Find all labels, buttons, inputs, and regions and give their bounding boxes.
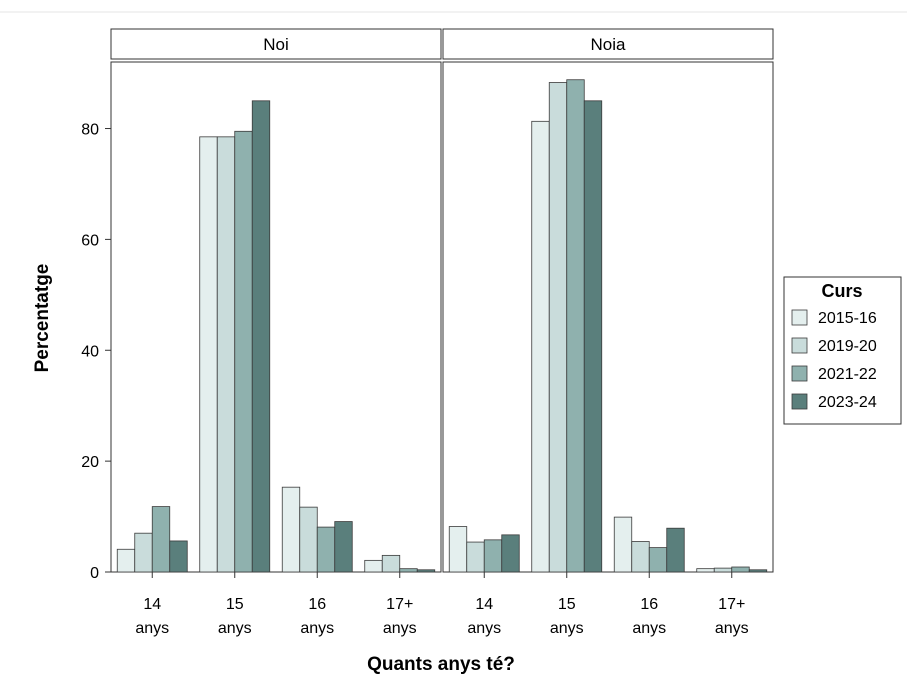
bar	[316, 526, 336, 573]
bar	[134, 532, 153, 573]
bar	[531, 120, 550, 573]
y-tick-label: 60	[81, 232, 99, 249]
legend: Curs 2015-16 2019-20 2021-22 2023-24	[783, 276, 902, 425]
x-tick-label-unit: anys	[715, 620, 749, 637]
x-tick-label-unit: anys	[218, 620, 252, 637]
panel-strip	[110, 28, 442, 60]
y-tick-label: 80	[81, 122, 99, 139]
y-axis-title: Percentatge	[32, 264, 53, 373]
y-axis: 0 20 40 60 80	[81, 122, 111, 582]
bar	[613, 516, 633, 573]
x-tick-label: 17+	[718, 596, 745, 613]
bar	[169, 540, 188, 573]
legend-items: 2015-16 2019-20 2021-22 2023-24	[791, 309, 877, 411]
panel-noia: Noia 14 anys 15 anys 16 anys 17+ anys	[442, 28, 774, 637]
bar	[483, 539, 503, 573]
panel-strip	[442, 28, 774, 60]
bar	[466, 541, 485, 573]
bar	[548, 82, 568, 573]
bar	[501, 534, 520, 573]
panel-title: Noi	[263, 35, 289, 54]
x-tick-label: 14	[143, 596, 161, 613]
legend-entry: 2019-20	[818, 338, 877, 355]
panel-noi: Noi 14 anys 15 anys 16 anys 17+ anys	[110, 28, 442, 637]
x-tick-label-unit: anys	[550, 620, 584, 637]
bar	[713, 567, 733, 573]
bar	[381, 554, 401, 573]
bar	[299, 506, 318, 573]
x-tick-label: 16	[640, 596, 658, 613]
bar	[583, 100, 603, 573]
x-tick-label: 14	[475, 596, 493, 613]
legend-swatch	[791, 365, 808, 382]
x-tick-label-unit: anys	[135, 620, 169, 637]
x-tick-label: 15	[226, 596, 244, 613]
bar	[631, 541, 650, 573]
bar	[399, 568, 418, 573]
x-tick-label-unit: anys	[383, 620, 417, 637]
x-tick-label-unit: anys	[300, 620, 334, 637]
legend-entry: 2023-24	[818, 394, 877, 411]
y-tick-label: 20	[81, 454, 99, 471]
legend-swatch	[791, 337, 808, 354]
bar	[416, 569, 436, 573]
legend-title: Curs	[821, 281, 862, 301]
legend-swatch	[791, 309, 808, 326]
legend-swatch	[791, 393, 808, 410]
x-axis-title: Quants anys té?	[367, 654, 515, 675]
bar	[666, 527, 685, 573]
panel-title: Noia	[591, 35, 627, 54]
panel-frame	[110, 61, 442, 573]
bar	[731, 566, 750, 573]
x-tick-label: 15	[558, 596, 576, 613]
panel-frame	[442, 61, 774, 573]
bar	[216, 136, 236, 573]
bar	[116, 548, 136, 573]
bar	[448, 526, 468, 573]
bar	[199, 136, 218, 573]
bar	[151, 506, 171, 573]
y-tick-label: 0	[90, 565, 99, 582]
x-tick-label: 17+	[386, 596, 413, 613]
bar	[281, 486, 301, 573]
bar	[748, 569, 768, 573]
bar	[251, 100, 271, 573]
x-tick-label-unit: anys	[632, 620, 666, 637]
legend-entry: 2021-22	[818, 366, 877, 383]
bar	[364, 559, 383, 573]
chart-panels: Noi 14 anys 15 anys 16 anys 17+ anys Noia 14 anys 15…	[110, 28, 774, 637]
y-tick-label: 40	[81, 343, 99, 360]
bar	[566, 79, 585, 573]
bar	[234, 130, 253, 573]
x-tick-label: 16	[308, 596, 326, 613]
bar	[696, 568, 715, 573]
x-tick-label-unit: anys	[467, 620, 501, 637]
bar	[334, 521, 353, 573]
legend-entry: 2015-16	[818, 310, 877, 327]
bar	[648, 547, 668, 573]
